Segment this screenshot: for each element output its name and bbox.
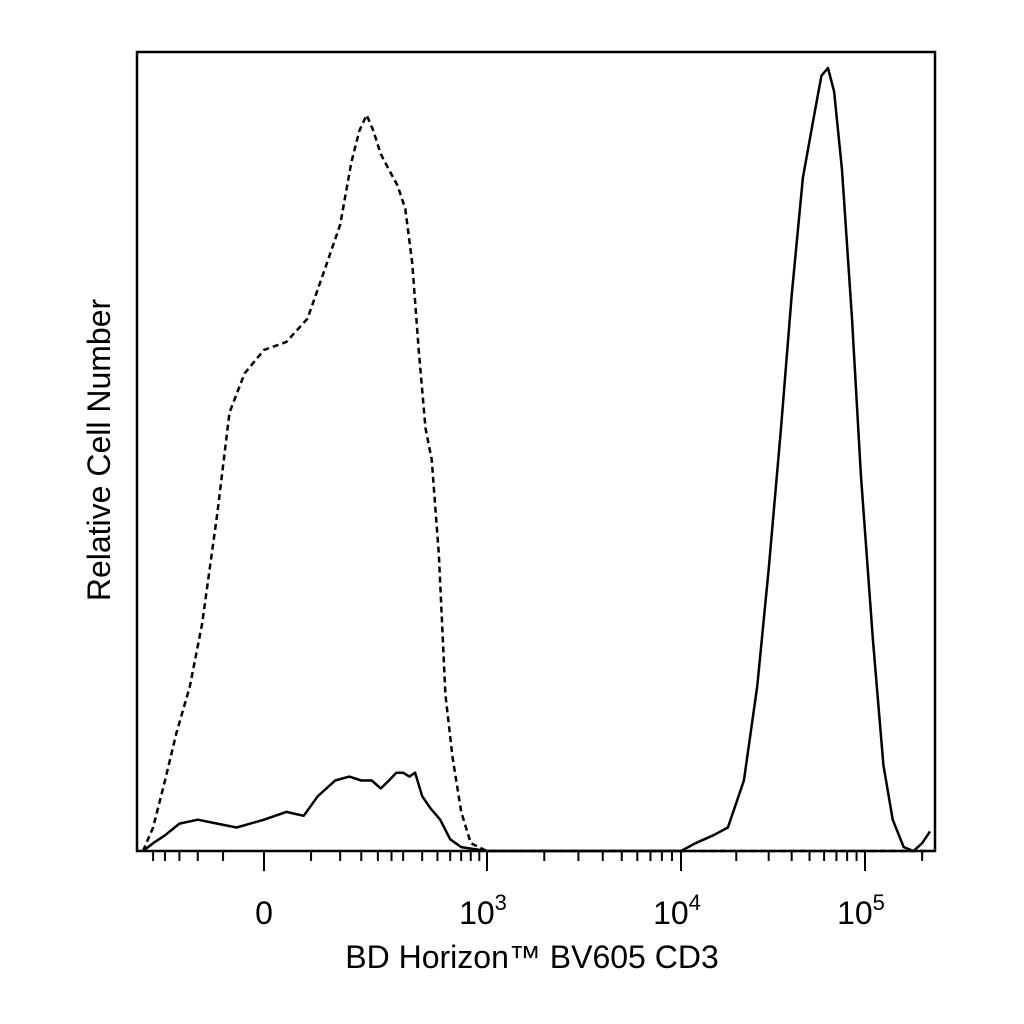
x-tick-label-2: 104 xyxy=(653,890,701,931)
x-tick-labels: 0 103 104 105 xyxy=(255,890,885,931)
x-tick-label-3: 105 xyxy=(837,890,885,931)
x-tick-label-1: 103 xyxy=(459,890,507,931)
x-axis-ticks xyxy=(152,851,924,871)
x-tick-label-0: 0 xyxy=(255,895,273,931)
series-line-dashed xyxy=(141,113,930,853)
series-line-solid xyxy=(142,66,932,853)
x-axis-label: BD Horizon™ BV605 CD3 xyxy=(345,939,718,975)
y-axis-label: Relative Cell Number xyxy=(81,298,117,601)
series-layer xyxy=(141,66,932,853)
plot-frame xyxy=(135,50,937,853)
